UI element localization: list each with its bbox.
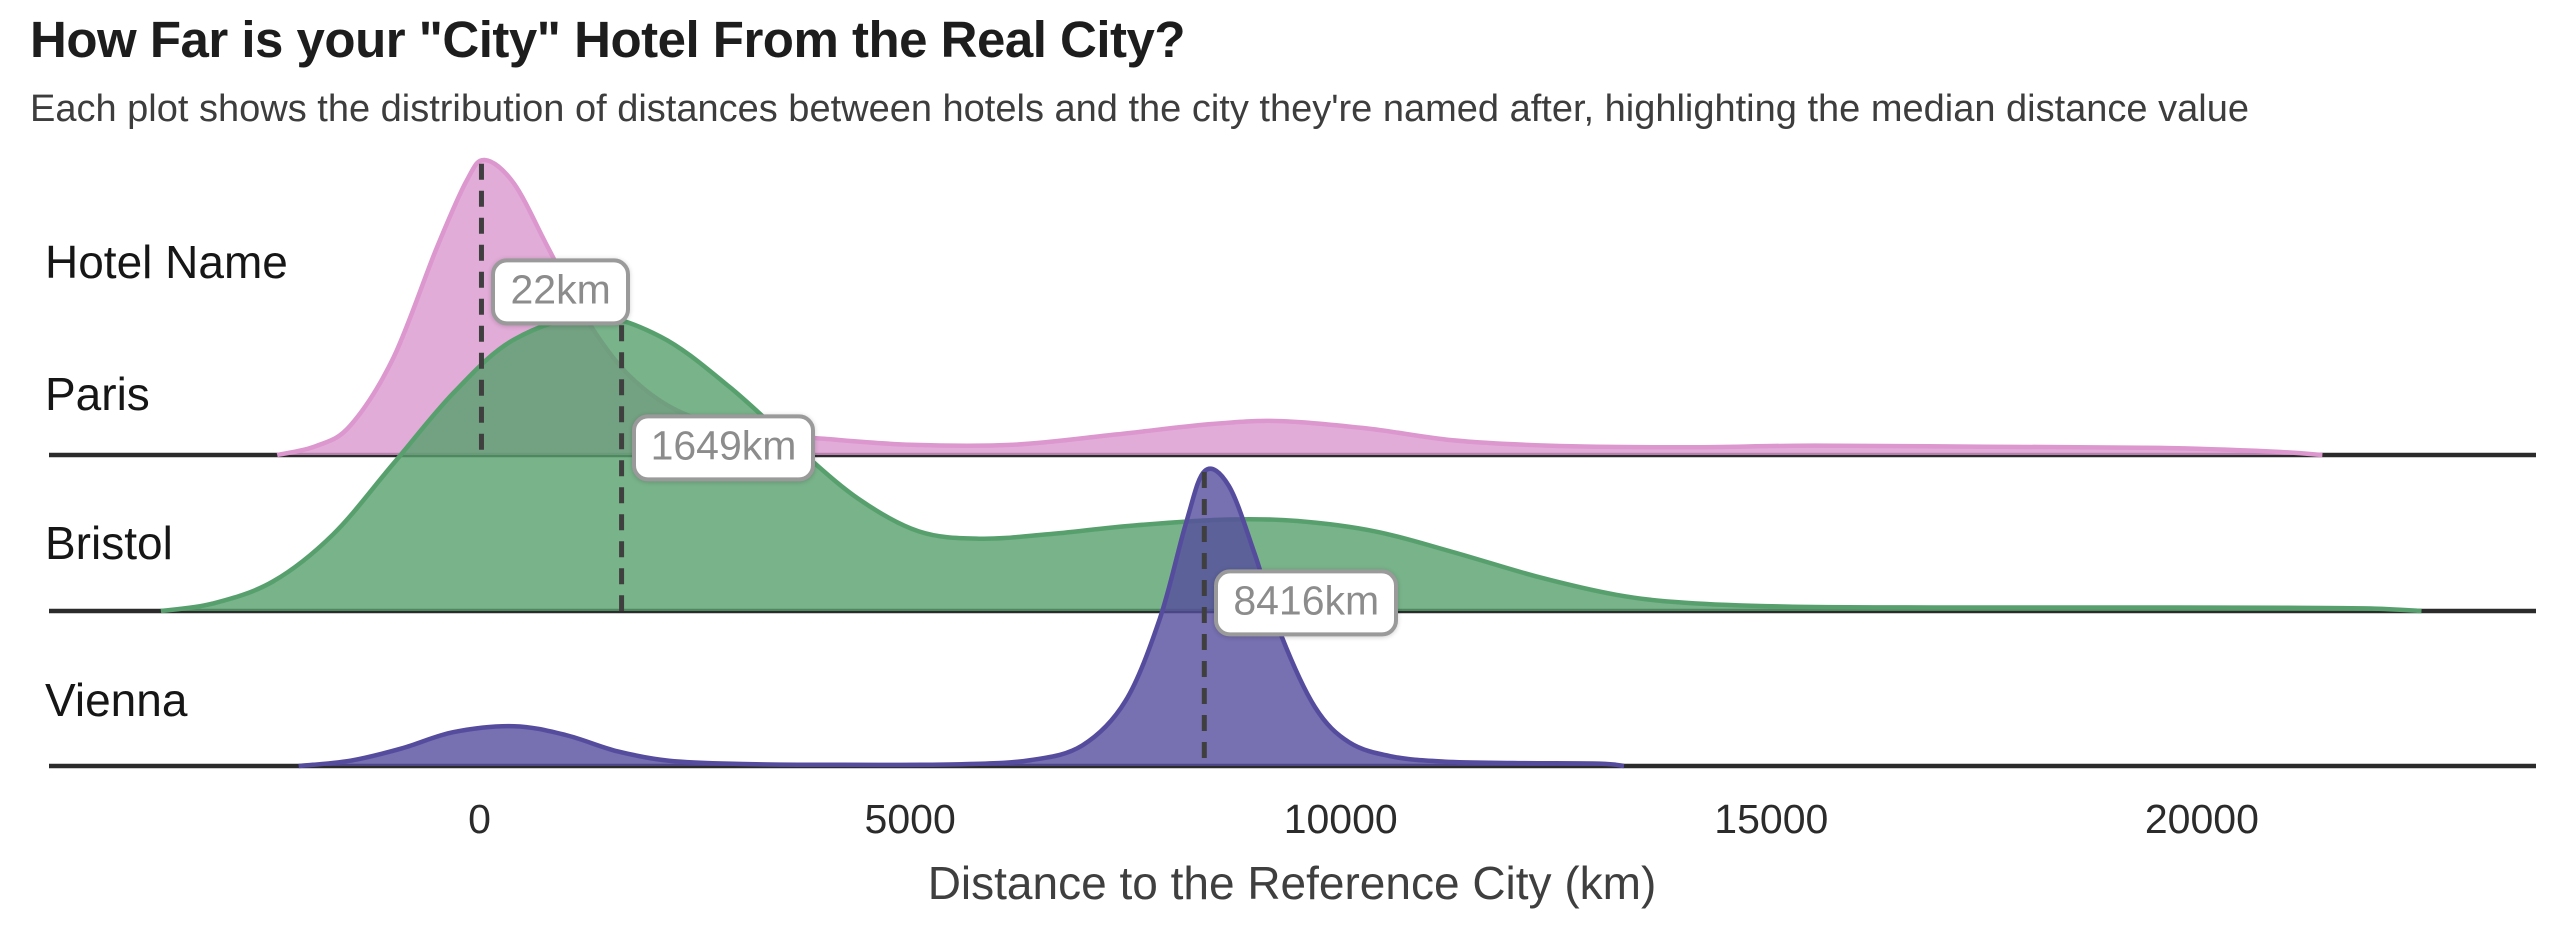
median-value-label-paris: 22km [491,258,630,326]
vienna-density-outline [298,466,1625,769]
x-tick-label-15000: 15000 [1714,796,1828,842]
bristol-density-area [160,315,2422,611]
median-value-label-bristol: 1649km [631,414,816,482]
chart-title: How Far is your "City" Hotel From the Re… [30,11,1186,68]
x-tick-label-5000: 5000 [865,796,956,842]
x-tick-label-20000: 20000 [2145,796,2259,842]
x-tick-label-0: 0 [468,796,491,842]
vienna-density-area [298,468,1625,766]
row-label-vienna: Vienna [45,674,188,726]
row-label-bristol: Bristol [45,517,173,569]
row-label-paris: Paris [45,368,150,420]
x-tick-label-10000: 10000 [1284,796,1398,842]
bristol-density-outline [160,313,2422,614]
paris-density-outline [276,157,2323,458]
median-value-label-vienna: 8416km [1214,569,1399,637]
x-axis-title: Distance to the Reference City (km) [927,857,1657,909]
chart-subtitle: Each plot shows the distribution of dist… [30,88,2249,130]
y-axis-title: Hotel Name [45,236,288,288]
